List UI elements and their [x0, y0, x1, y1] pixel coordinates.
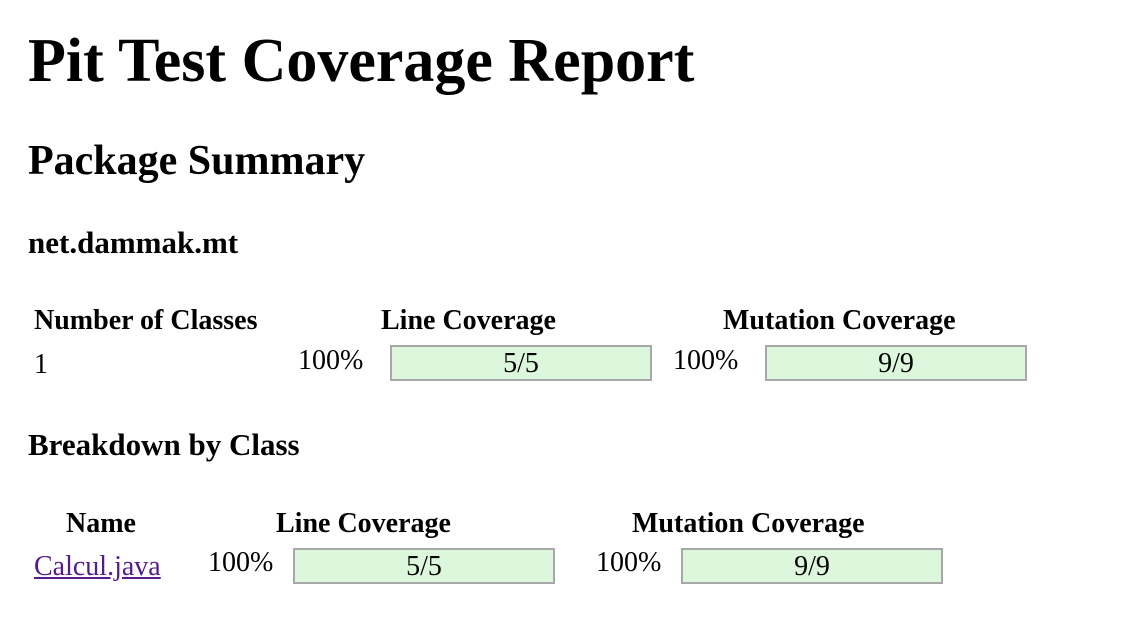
page-title: Pit Test Coverage Report — [28, 27, 695, 95]
breakdown-heading: Breakdown by Class — [28, 427, 300, 462]
class-line-coverage-fill — [295, 550, 553, 582]
class-line-coverage-bar: 5/5 — [293, 548, 555, 584]
package-name: net.dammak.mt — [28, 225, 239, 260]
header-line-coverage: Line Coverage — [381, 305, 556, 336]
class-mutation-coverage-percent: 100% — [596, 547, 662, 578]
line-coverage-bar: 5/5 — [390, 345, 652, 381]
class-line-coverage-percent: 100% — [208, 547, 274, 578]
class-mutation-coverage-ratio: 9/9 — [794, 551, 830, 582]
mutation-coverage-bar: 9/9 — [765, 345, 1027, 381]
class-line-coverage-ratio: 5/5 — [406, 551, 442, 582]
mutation-coverage-ratio: 9/9 — [878, 348, 914, 379]
mutation-coverage-percent: 100% — [673, 345, 739, 376]
classes-count: 1 — [34, 349, 48, 380]
package-summary-heading: Package Summary — [28, 138, 366, 184]
class-mutation-coverage-bar: 9/9 — [681, 548, 943, 584]
header-name: Name — [66, 508, 136, 539]
line-coverage-percent: 100% — [298, 345, 364, 376]
header-number-of-classes: Number of Classes — [34, 305, 258, 336]
class-link-calcul[interactable]: Calcul.java — [34, 551, 161, 582]
mutation-coverage-fill — [767, 347, 1025, 379]
header-mutation-coverage: Mutation Coverage — [723, 305, 956, 336]
class-mutation-coverage-fill — [683, 550, 941, 582]
line-coverage-fill — [392, 347, 650, 379]
header-class-line-coverage: Line Coverage — [276, 508, 451, 539]
line-coverage-ratio: 5/5 — [503, 348, 539, 379]
header-class-mutation-coverage: Mutation Coverage — [632, 508, 865, 539]
